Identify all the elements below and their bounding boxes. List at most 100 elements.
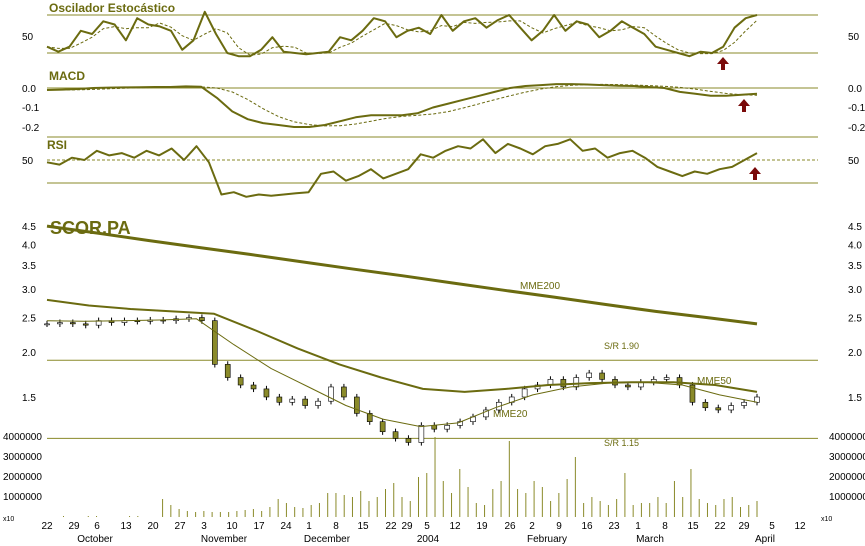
rsi-tick-50-left: 50 — [22, 156, 34, 167]
x-day-label: 1 — [635, 521, 641, 532]
candle-body — [715, 407, 722, 411]
x-day-label: 13 — [120, 521, 132, 532]
x-day-label: 20 — [147, 521, 159, 532]
volume-unit-left: x10 — [3, 516, 14, 523]
candle-body — [405, 438, 412, 443]
price-tick-left: 3.0 — [22, 285, 36, 296]
stochastic-title: Oscilador Estocástico — [49, 1, 175, 15]
volume-unit-right: x10 — [821, 516, 832, 523]
candle-body — [702, 401, 709, 409]
stochastic-tick-50-left: 50 — [22, 32, 34, 43]
x-day-label: 23 — [608, 521, 620, 532]
candle-body — [418, 425, 425, 443]
price-tick-right: 2.5 — [848, 314, 862, 325]
candle-body — [560, 379, 567, 388]
candle-body — [289, 398, 296, 403]
mme20-label: MME20 — [493, 409, 528, 420]
stochastic-k-line — [46, 10, 758, 58]
volume-tick-right: 4000000 — [829, 432, 865, 443]
ticker-title: SCOR.PA — [50, 218, 131, 238]
price-tick-left: 1.5 — [22, 393, 36, 404]
price-tick-right: 3.5 — [848, 261, 862, 272]
macd-tick-right: 0.0 — [848, 84, 862, 95]
macd-tick-left: 0.0 — [22, 84, 36, 95]
volume-tick-left: 4000000 — [3, 432, 42, 443]
price-tick-left: 2.0 — [22, 348, 36, 359]
x-day-label: 15 — [357, 521, 369, 532]
candle-body — [663, 377, 670, 380]
price-tick-right: 4.0 — [848, 240, 862, 251]
volume-tick-right: 3000000 — [829, 452, 865, 463]
volume-tick-left: 1000000 — [3, 492, 42, 503]
candle-body — [302, 398, 308, 406]
candle-body — [315, 400, 321, 406]
stochastic-up-arrow-icon — [717, 57, 729, 70]
candle-body — [263, 388, 270, 398]
rsi-tick-50-right: 50 — [848, 156, 860, 167]
candle-body — [676, 377, 683, 386]
rsi-line — [46, 138, 758, 198]
candle-body — [366, 413, 373, 422]
x-day-label: 6 — [94, 521, 100, 532]
rsi-up-arrow-icon — [749, 167, 761, 180]
price-tick-left: 4.0 — [22, 240, 36, 251]
x-day-label: 10 — [226, 521, 238, 532]
x-day-label: 2 — [529, 521, 535, 532]
mme50-line — [46, 298, 758, 393]
x-day-label: 5 — [424, 521, 430, 532]
x-day-label: 9 — [556, 521, 562, 532]
x-day-label: 1 — [306, 521, 312, 532]
x-day-label: 8 — [662, 521, 668, 532]
x-day-label: 22 — [41, 521, 53, 532]
candle-body — [199, 317, 205, 321]
x-day-label: 29 — [68, 521, 80, 532]
candle-body — [599, 372, 605, 380]
candle-body — [586, 372, 592, 378]
candle-body — [573, 377, 580, 388]
candle-body — [328, 386, 334, 402]
price-tick-right: 4.5 — [848, 222, 862, 233]
candle-body — [250, 384, 257, 390]
x-month-label: April — [755, 534, 775, 545]
x-day-label: 16 — [581, 521, 593, 532]
candle-body — [237, 377, 244, 386]
volume-tick-right: 2000000 — [829, 472, 865, 483]
x-day-label: 15 — [687, 521, 699, 532]
x-day-label: 26 — [504, 521, 516, 532]
x-day-label: 19 — [476, 521, 488, 532]
candle-body — [728, 405, 734, 411]
candle-body — [689, 384, 696, 403]
price-tick-left: 3.5 — [22, 261, 36, 272]
candle-body — [354, 396, 360, 414]
candle-body — [212, 320, 218, 365]
price-tick-left: 2.5 — [22, 314, 36, 325]
x-day-label: 8 — [333, 521, 339, 532]
candle-body — [625, 384, 631, 388]
x-month-label: March — [636, 534, 664, 545]
candle-body — [741, 401, 747, 406]
mme200-line — [46, 224, 758, 326]
rsi-title: RSI — [47, 138, 67, 152]
candle-body — [444, 425, 450, 430]
candle-body — [341, 386, 347, 398]
x-day-label: 17 — [253, 521, 265, 532]
stochastic-tick-50-right: 50 — [848, 32, 860, 43]
macd-signal-line — [46, 83, 758, 127]
x-day-label: 24 — [280, 521, 292, 532]
mme200-label: MME200 — [520, 281, 560, 292]
sr-lower-label: S/R 1.15 — [604, 438, 639, 448]
candle-body — [70, 322, 76, 325]
candle-body — [431, 425, 438, 430]
candle-body — [276, 396, 283, 403]
x-month-label: October — [77, 534, 113, 545]
x-month-label: December — [304, 534, 351, 545]
candle-body — [57, 322, 63, 325]
x-day-label: 27 — [174, 521, 186, 532]
price-tick-left: 4.5 — [22, 222, 36, 233]
macd-tick-left: -0.1 — [22, 103, 40, 114]
macd-line — [46, 83, 758, 128]
volume-tick-right: 1000000 — [829, 492, 865, 503]
x-day-label: 22 — [714, 521, 726, 532]
